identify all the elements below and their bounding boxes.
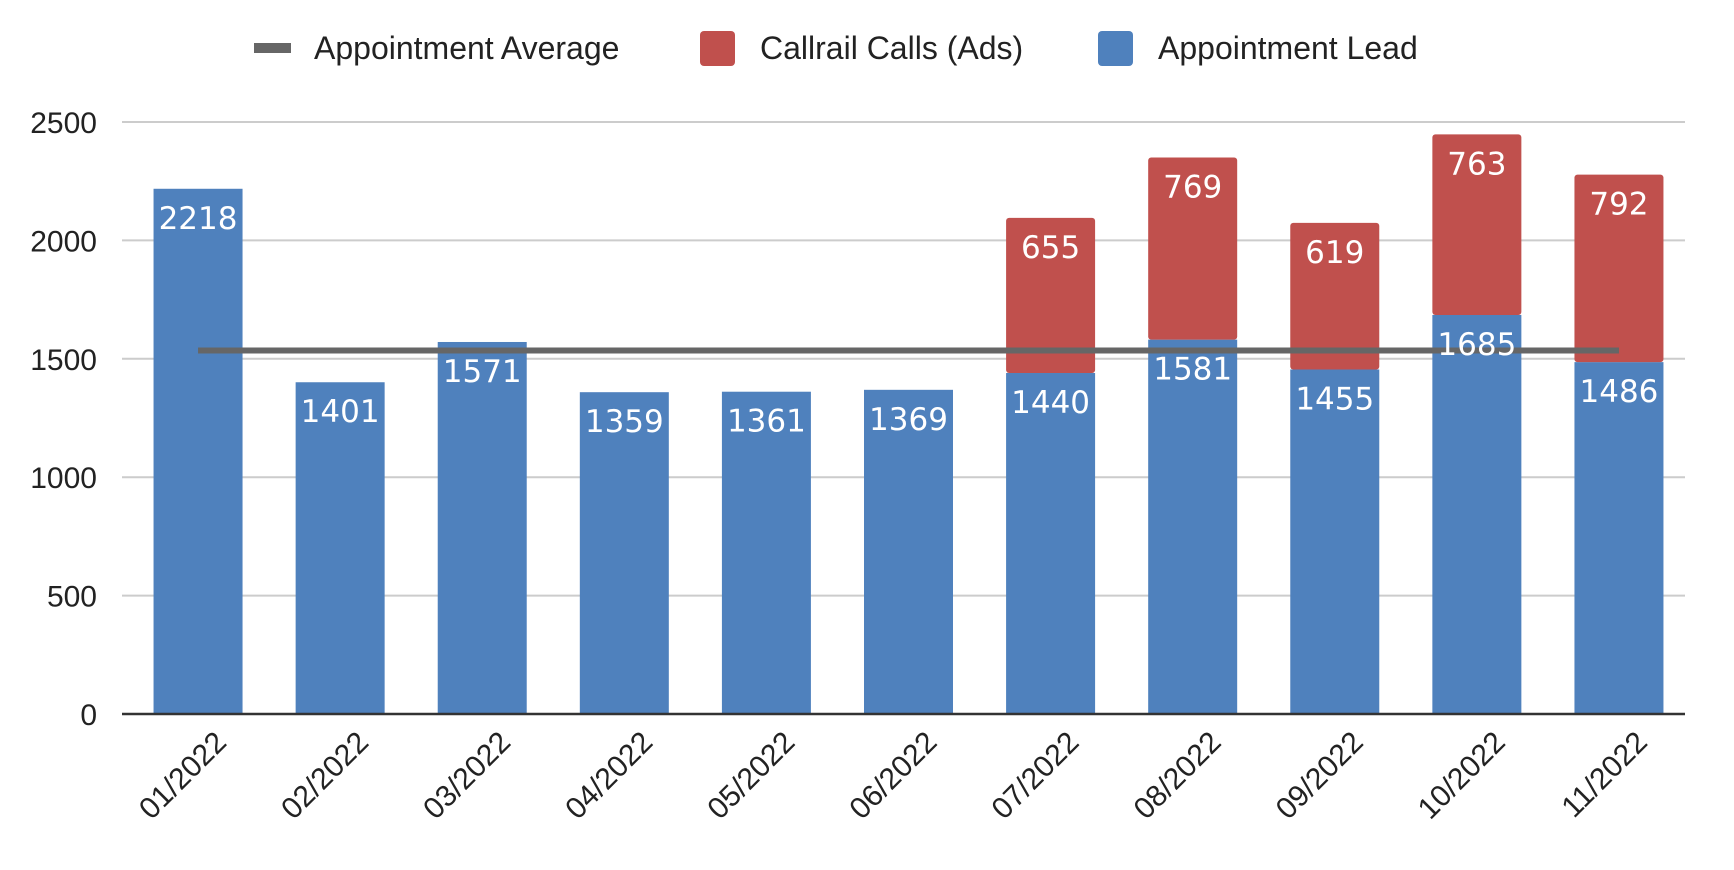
appointment-lead-data-label: 1359 [585,404,664,440]
y-tick-label: 2000 [30,225,97,258]
callrail-calls-data-label: 769 [1163,170,1222,206]
callrail-calls-bar [1148,157,1238,340]
y-tick-label: 1500 [30,344,97,377]
y-tick-label: 2500 [30,107,97,140]
callrail-calls-data-label: 655 [1021,230,1080,266]
legend-line-swatch [254,43,291,53]
appointment-lead-bar [295,382,385,714]
callrail-calls-bar [1574,174,1664,363]
legend-label: Callrail Calls (Ads) [760,30,1023,66]
appointment-lead-bar [579,392,669,714]
x-tick-label: 08/2022 [1128,726,1228,826]
appointment-lead-bar [1574,362,1664,714]
x-tick-label: 05/2022 [701,726,801,826]
appointment-lead-bar [1290,369,1380,714]
y-axis: 0 500 1000 1500 2000 2500 [30,107,97,732]
appointment-lead-bar [864,389,953,714]
legend-swatch [1098,31,1133,66]
legend: Appointment Average Callrail Calls (Ads) A… [254,30,1418,66]
y-tick-label: 1000 [30,462,97,495]
appointment-lead-data-label: 2218 [159,201,238,237]
appointment-lead-bar [153,188,243,715]
x-tick-label: 07/2022 [986,726,1086,826]
callrail-calls-bar [1006,217,1096,374]
x-tick-label: 09/2022 [1270,726,1370,826]
x-tick-label: 01/2022 [133,726,233,826]
callrail-calls-data-label: 792 [1589,187,1648,223]
x-tick-label: 11/2022 [1555,726,1653,824]
x-tick-label: 02/2022 [275,726,375,826]
appointment-lead-bar [721,391,811,714]
x-tick-label: 04/2022 [559,726,659,826]
appointment-lead-data-label: 1581 [1153,352,1232,388]
appointment-lead-bar [437,341,527,714]
legend-label: Appointment Average [314,30,619,66]
bars [153,134,1664,715]
appointment-lead-data-label: 1369 [869,402,948,438]
appointment-lead-data-label: 1361 [727,404,806,440]
x-axis: 01/2022 02/2022 03/2022 04/2022 05/2022 06/20… [122,712,1685,826]
callrail-calls-bar [1290,222,1380,370]
legend-label: Appointment Lead [1158,30,1418,66]
legend-swatch [700,31,735,66]
appointment-lead-bar [1006,373,1096,714]
appointment-lead-data-label: 1401 [301,394,380,430]
x-tick-label: 06/2022 [843,726,943,826]
x-tick-label: 10/2022 [1412,726,1512,826]
x-tick-label: 03/2022 [417,726,517,826]
appointment-lead-bar [1432,314,1522,714]
data-labels: 2218 1401 1571 1359 1361 1369 655 1440 769 1581 61… [159,146,1659,440]
appointment-lead-data-label: 1440 [1011,385,1090,421]
appointment-lead-bar [1148,339,1238,714]
callrail-calls-data-label: 763 [1447,146,1506,182]
appointment-lead-data-label: 1685 [1437,327,1516,363]
appointment-lead-data-label: 1571 [443,354,522,390]
callrail-calls-bar [1432,134,1522,315]
y-tick-label: 500 [47,581,97,614]
appointment-lead-data-label: 1455 [1295,381,1374,417]
callrail-calls-data-label: 619 [1305,235,1364,271]
y-tick-label: 0 [80,699,97,732]
appointment-lead-data-label: 1486 [1580,374,1659,410]
